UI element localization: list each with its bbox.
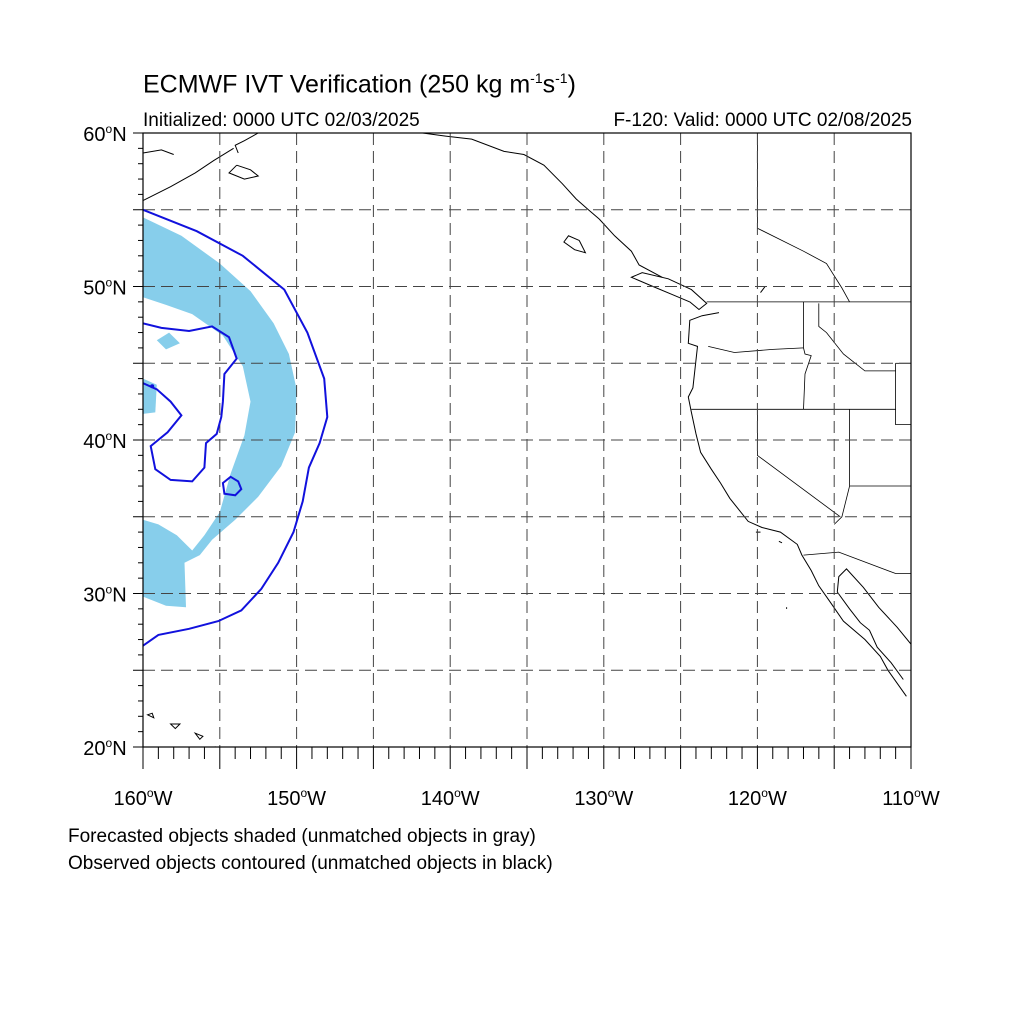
coastline-segment	[143, 147, 234, 201]
lat-label: 60oN	[83, 122, 126, 146]
observed-contour-dot	[150, 384, 155, 389]
coastline-segment	[228, 164, 260, 180]
lon-label: 140oW	[421, 786, 480, 810]
coastline-segment	[143, 149, 174, 155]
lon-label: 120oW	[728, 786, 787, 810]
valid-time: F-120: Valid: 0000 UTC 02/08/2025	[613, 110, 912, 131]
border-line	[818, 303, 896, 372]
forecast-object-patch	[156, 332, 180, 350]
caption-observed: Observed objects contoured (unmatched ob…	[68, 853, 553, 874]
lon-label: 160oW	[114, 786, 173, 810]
forecast-objects	[143, 217, 297, 608]
coastline-segment	[598, 218, 663, 278]
axis-labels: 60oN 50oN 40oN 30oN 20oN 160oW 150oW 140oW 130oW…	[83, 122, 940, 810]
lat-label: 30oN	[83, 583, 126, 607]
coastline-segment	[422, 133, 600, 220]
island-outline	[214, 746, 216, 747]
border-line	[803, 301, 812, 410]
graticule	[143, 133, 911, 747]
map-title: ECMWF IVT Verification (250 kg m-1s-1)	[143, 70, 576, 99]
island-outline	[193, 732, 204, 741]
border-line	[757, 409, 841, 518]
observed-objects	[143, 208, 329, 647]
initialized-time: Initialized: 0000 UTC 02/03/2025	[143, 110, 420, 131]
observed-contour-inner	[143, 322, 238, 483]
coastline-segment	[563, 235, 587, 254]
coastline-segment	[836, 568, 911, 680]
lat-label: 50oN	[83, 276, 126, 300]
border-line	[708, 346, 804, 353]
border-line	[803, 551, 911, 574]
observed-contour-blob	[221, 475, 243, 497]
coastline-segment	[760, 286, 766, 293]
observed-contour-outer	[143, 208, 329, 647]
political-borders	[691, 133, 911, 574]
coastline-segment	[630, 272, 708, 311]
border-line	[757, 133, 850, 303]
border-line	[833, 409, 850, 525]
lon-label: 150oW	[267, 786, 326, 810]
lat-label: 40oN	[83, 429, 126, 453]
coastline-segment	[234, 133, 259, 154]
coastlines	[143, 133, 911, 747]
border-line	[895, 363, 911, 426]
caption-forecast: Forecasted objects shaded (unmatched obj…	[68, 826, 536, 847]
island-outline	[778, 540, 783, 544]
coastline-segment	[687, 312, 907, 697]
island-outline	[146, 712, 155, 719]
forecast-object-main	[143, 217, 297, 608]
lon-label: 130oW	[574, 786, 633, 810]
lon-label: 110oW	[882, 786, 940, 810]
lat-label: 20oN	[83, 736, 126, 760]
map-frame	[133, 132, 912, 769]
island-outline	[169, 723, 182, 730]
